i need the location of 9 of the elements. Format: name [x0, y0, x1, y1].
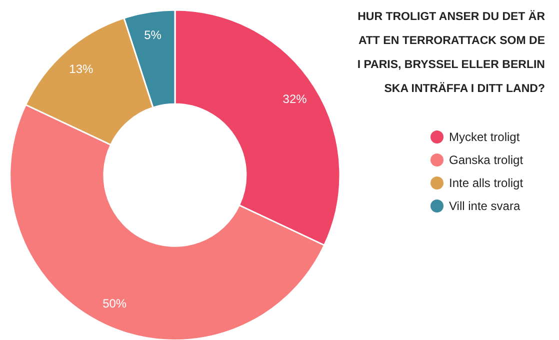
data-label: 13%	[69, 62, 94, 76]
text: HUR TROLIGT ANSER DU DET ÄR ATT EN TERRORATTACK SOM DE I PARIS, BRYSSEL ELLER BERLIN SKA INTRÄFFA I DITT LAND?	[357, 10, 546, 95]
data-label: 5%	[144, 28, 162, 42]
legend-label: Vill inte svara	[449, 199, 520, 214]
legend-label: Ganska troligt	[449, 153, 524, 168]
legend-label: Mycket troligt	[449, 130, 520, 144]
legend-label: Inte alls troligt	[449, 176, 524, 190]
data-label: 50%	[102, 296, 127, 311]
data-label: 32%	[282, 92, 308, 106]
